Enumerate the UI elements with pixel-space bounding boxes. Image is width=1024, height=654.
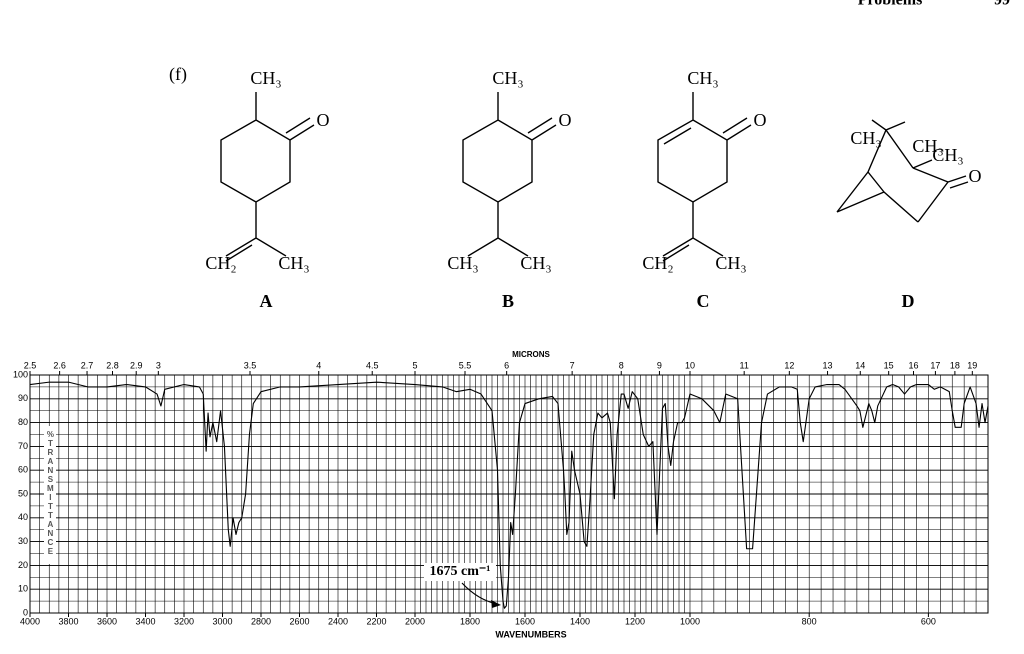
atom: CH₃ xyxy=(250,68,281,88)
x-tick-label: 600 xyxy=(921,616,936,626)
atom: O xyxy=(969,166,982,186)
x2-tick-label: 11 xyxy=(740,360,749,370)
y-tick-label: 10 xyxy=(18,584,28,594)
x2-tick-label: 4.5 xyxy=(366,360,379,370)
x2-tick-label: 13 xyxy=(823,360,833,370)
structure-label: B xyxy=(502,291,514,311)
x2-tick-label: 18 xyxy=(950,360,960,370)
structure-a: CH₃ O CH₂ CH₃ A xyxy=(205,68,329,311)
y-tick-label: 40 xyxy=(18,512,28,522)
x-tick-label: 3200 xyxy=(174,616,194,626)
x2-tick-label: 14 xyxy=(855,360,865,370)
structure-label: D xyxy=(902,291,915,311)
x2-tick-label: 16 xyxy=(908,360,918,370)
atom: CH₃ xyxy=(912,136,943,156)
atom: CH₃ xyxy=(850,128,881,148)
structure-label: A xyxy=(260,291,273,311)
atom: O xyxy=(317,110,330,130)
y-tick-label: 70 xyxy=(18,441,28,451)
x-tick-label: 1800 xyxy=(460,616,480,626)
x2-tick-label: 8 xyxy=(619,360,624,370)
x2-tick-label: 2.5 xyxy=(24,360,37,370)
x-tick-label: 3600 xyxy=(97,616,117,626)
x2-tick-label: 10 xyxy=(685,360,695,370)
x2-tick-label: 3.5 xyxy=(244,360,257,370)
y-tick-label: 100 xyxy=(13,369,28,379)
x-tick-label: 2800 xyxy=(251,616,271,626)
x-tick-label: 1600 xyxy=(515,616,535,626)
structure-d: CH₃ CH₃ CH₃ O D xyxy=(836,119,982,311)
atom: CH₃ xyxy=(715,253,746,273)
y-tick-label: 50 xyxy=(18,488,28,498)
x-tick-label: 2600 xyxy=(289,616,309,626)
spectrum-line xyxy=(29,381,989,609)
y-tick-label: 0 xyxy=(23,607,28,617)
y-tick-label: 20 xyxy=(18,560,28,570)
annotation-arrowhead xyxy=(491,600,501,608)
structure-label: C xyxy=(697,291,710,311)
y-tick-label: 80 xyxy=(18,417,28,427)
x2-tick-label: 2.7 xyxy=(81,360,94,370)
annotation: 1675 cm⁻¹ xyxy=(430,564,491,579)
y-tick-label: 60 xyxy=(18,465,28,475)
x-tick-label: 2200 xyxy=(366,616,386,626)
x-tick-label: 1000 xyxy=(680,616,700,626)
bonds xyxy=(657,92,752,262)
x-tick-label: 4000 xyxy=(20,616,40,626)
atom: CH₃ xyxy=(492,68,523,88)
x2-tick-label: 6 xyxy=(504,360,509,370)
x-tick-label: 3400 xyxy=(135,616,155,626)
x2-tick-label: 7 xyxy=(570,360,575,370)
y-axis-title: %TRANSMITTANCE xyxy=(46,430,55,556)
x-tick-label: 1400 xyxy=(570,616,590,626)
atom: CH₂ xyxy=(205,253,236,273)
x-tick-label: 3000 xyxy=(212,616,232,626)
annotation-bg xyxy=(424,563,496,581)
x-tick-label: 2000 xyxy=(405,616,425,626)
page-number: 99 xyxy=(994,0,1010,9)
atom: CH₂ xyxy=(642,253,673,273)
x-tick-label: 3800 xyxy=(58,616,78,626)
structure-c: CH₃ O CH₂ CH₃ C xyxy=(642,68,766,311)
x-tick-label: 800 xyxy=(802,616,817,626)
problem-label: (f) xyxy=(169,64,187,85)
x2-tick-label: 3 xyxy=(156,360,161,370)
x2-axis-title: MICRONS xyxy=(512,350,550,359)
atom: CH₃ xyxy=(278,253,309,273)
x2-tick-label: 2.9 xyxy=(130,360,143,370)
atom: CH₃ xyxy=(520,253,551,273)
x2-tick-label: 15 xyxy=(884,360,894,370)
y-title-bg xyxy=(44,426,56,564)
x2-tick-label: 12 xyxy=(784,360,794,370)
x2-tick-label: 5 xyxy=(412,360,417,370)
bonds xyxy=(836,119,969,223)
atom: CH₃ xyxy=(447,253,478,273)
atom: O xyxy=(559,110,572,130)
bonds xyxy=(220,92,315,262)
x2-tick-label: 4 xyxy=(316,360,321,370)
y-tick-label: 90 xyxy=(18,393,28,403)
x2-tick-label: 2.8 xyxy=(106,360,119,370)
structure-b: CH₃ O CH₃ CH₃ B xyxy=(447,68,571,311)
x2-tick-label: 17 xyxy=(930,360,940,370)
bonds xyxy=(462,92,557,257)
atom: CH₃ xyxy=(932,145,963,165)
x-tick-label: 2400 xyxy=(328,616,348,626)
x-axis-title: WAVENUMBERS xyxy=(495,629,566,639)
x2-tick-label: 9 xyxy=(657,360,662,370)
x-tick-label: 1200 xyxy=(625,616,645,626)
ir-spectrum: MICRONS WAVENUMBERS 0 10 20 30 40 50 60 70 80 90 1… xyxy=(13,350,989,639)
atom: CH₃ xyxy=(687,68,718,88)
x2-tick-label: 5.5 xyxy=(459,360,472,370)
y-tick-label: 30 xyxy=(18,536,28,546)
atom: O xyxy=(754,110,767,130)
x2-tick-label: 19 xyxy=(967,360,977,370)
header-title: Problems xyxy=(858,0,923,9)
x2-tick-label: 2.6 xyxy=(53,360,66,370)
